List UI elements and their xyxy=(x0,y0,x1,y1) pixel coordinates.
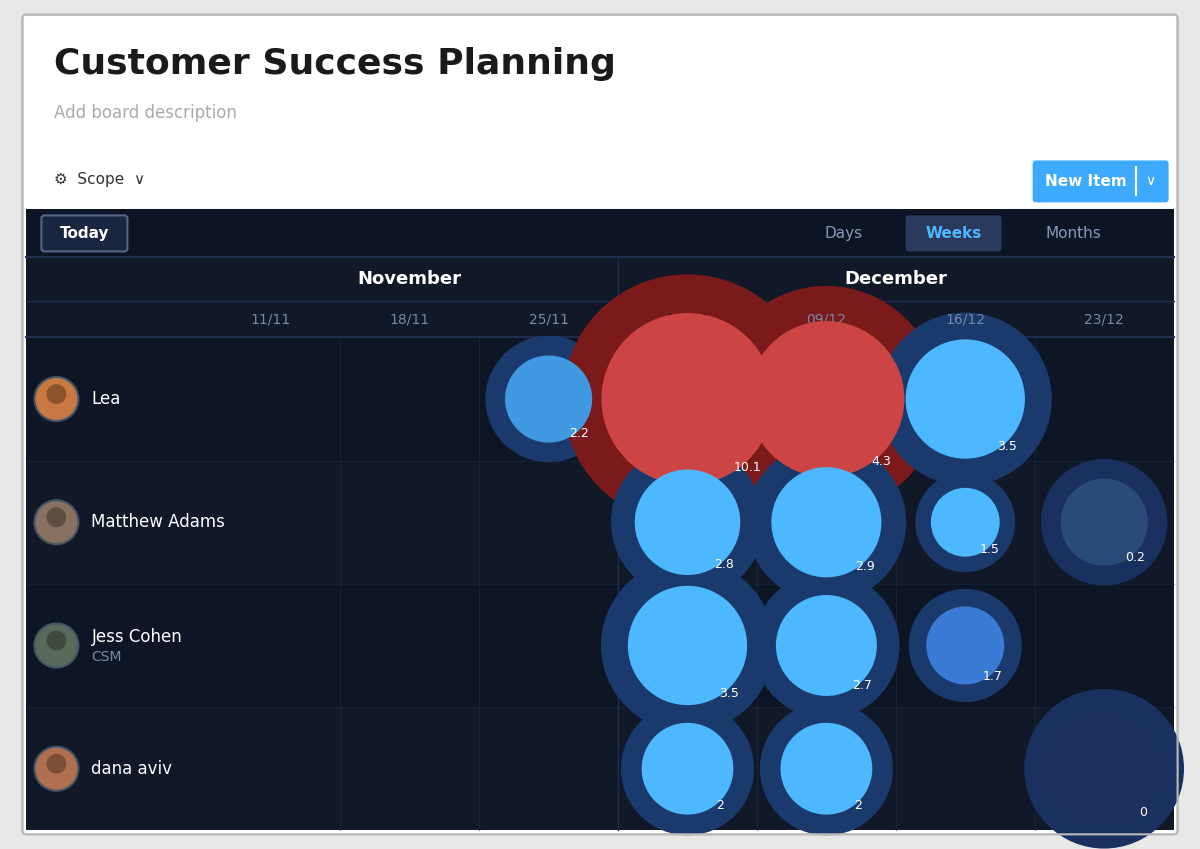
Text: 1.7: 1.7 xyxy=(983,670,1002,683)
Text: 1.5: 1.5 xyxy=(979,543,1000,556)
Text: Customer Success Planning: Customer Success Planning xyxy=(54,47,617,81)
Circle shape xyxy=(601,313,774,485)
Text: New Item: New Item xyxy=(1045,174,1127,189)
Circle shape xyxy=(611,446,764,599)
FancyBboxPatch shape xyxy=(1032,160,1169,202)
Text: 25/11: 25/11 xyxy=(529,312,569,326)
FancyBboxPatch shape xyxy=(906,216,1002,251)
Text: 18/11: 18/11 xyxy=(390,312,430,326)
FancyBboxPatch shape xyxy=(41,216,127,251)
FancyBboxPatch shape xyxy=(26,210,1174,257)
Circle shape xyxy=(35,747,78,790)
Circle shape xyxy=(749,321,905,477)
Circle shape xyxy=(713,286,940,512)
Text: ⚙  Scope  ∨: ⚙ Scope ∨ xyxy=(54,172,145,188)
Circle shape xyxy=(620,702,754,835)
FancyBboxPatch shape xyxy=(26,337,1174,461)
Text: Days: Days xyxy=(824,226,863,241)
Circle shape xyxy=(642,722,733,814)
Text: 2.2: 2.2 xyxy=(569,427,589,441)
Text: November: November xyxy=(358,271,462,289)
Circle shape xyxy=(908,589,1022,702)
Text: Matthew Adams: Matthew Adams xyxy=(91,514,226,531)
Circle shape xyxy=(878,312,1051,486)
FancyBboxPatch shape xyxy=(23,14,1177,835)
Circle shape xyxy=(35,500,78,544)
Text: Today: Today xyxy=(60,226,109,241)
Text: 3.5: 3.5 xyxy=(719,687,739,700)
FancyBboxPatch shape xyxy=(622,303,754,335)
Text: 2.7: 2.7 xyxy=(852,679,871,693)
Text: Months: Months xyxy=(1045,226,1102,241)
Text: 02/12: 02/12 xyxy=(666,312,709,326)
Circle shape xyxy=(47,384,66,404)
Text: 2: 2 xyxy=(854,799,863,812)
Text: 23/12: 23/12 xyxy=(1085,312,1124,326)
Text: Lea: Lea xyxy=(91,390,121,408)
Text: 0.2: 0.2 xyxy=(1124,551,1145,564)
Text: 10.1: 10.1 xyxy=(734,461,762,475)
Circle shape xyxy=(635,469,740,575)
Text: 2.9: 2.9 xyxy=(856,559,875,573)
Text: 16/12: 16/12 xyxy=(946,312,985,326)
Circle shape xyxy=(601,559,774,732)
Circle shape xyxy=(746,442,906,602)
Circle shape xyxy=(47,631,66,650)
Circle shape xyxy=(35,623,78,667)
Circle shape xyxy=(772,467,882,577)
Text: Jess Cohen: Jess Cohen xyxy=(91,628,182,646)
Circle shape xyxy=(780,722,872,814)
Circle shape xyxy=(35,377,78,421)
Text: 2.8: 2.8 xyxy=(714,558,734,571)
Text: 09/12: 09/12 xyxy=(806,312,846,326)
Circle shape xyxy=(1040,459,1168,586)
Text: Weeks: Weeks xyxy=(925,226,982,241)
Circle shape xyxy=(1049,714,1159,824)
Text: CSM: CSM xyxy=(91,650,122,665)
Circle shape xyxy=(916,472,1015,572)
Circle shape xyxy=(505,356,593,442)
Text: 11/11: 11/11 xyxy=(251,312,290,326)
FancyBboxPatch shape xyxy=(26,210,1174,830)
Circle shape xyxy=(776,595,877,696)
FancyBboxPatch shape xyxy=(26,584,1174,707)
Text: 0: 0 xyxy=(1139,807,1147,819)
Circle shape xyxy=(760,702,893,835)
Circle shape xyxy=(486,336,612,462)
Circle shape xyxy=(754,572,900,718)
Circle shape xyxy=(563,274,812,524)
Circle shape xyxy=(47,508,66,527)
Circle shape xyxy=(47,754,66,773)
Circle shape xyxy=(931,488,1000,557)
Circle shape xyxy=(628,586,748,706)
Text: 2: 2 xyxy=(715,799,724,812)
Text: 4.3: 4.3 xyxy=(871,455,890,468)
Circle shape xyxy=(926,606,1004,684)
Circle shape xyxy=(1061,479,1147,565)
Text: 3.5: 3.5 xyxy=(997,441,1016,453)
Text: December: December xyxy=(845,271,947,289)
Circle shape xyxy=(906,340,1025,458)
Circle shape xyxy=(1025,689,1184,848)
Text: Add board description: Add board description xyxy=(54,104,238,121)
Text: ∨: ∨ xyxy=(1146,174,1156,188)
Text: dana aviv: dana aviv xyxy=(91,760,173,778)
